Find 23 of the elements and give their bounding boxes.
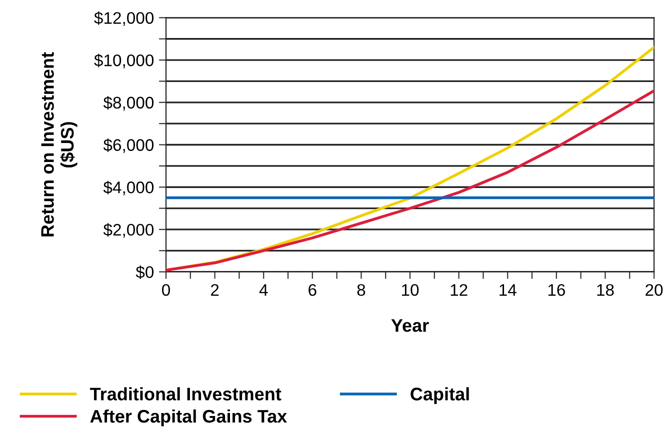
x-tick-label: 4 xyxy=(259,284,268,296)
y-axis-title: Return on Investment ($US) xyxy=(41,52,78,236)
legend-label: Traditional Investment xyxy=(90,387,282,400)
y-tick-label: $0 xyxy=(136,266,154,280)
x-tick-label: 6 xyxy=(308,284,316,296)
x-tick-label: 20 xyxy=(646,284,663,296)
x-tick-label: 18 xyxy=(597,284,614,296)
y-tick-label: $10,000 xyxy=(94,54,154,68)
x-tick-label: 0 xyxy=(162,284,170,296)
y-tick-label: $4,000 xyxy=(103,180,154,196)
y-tick-label: $6,000 xyxy=(103,138,154,153)
legend-label: Capital xyxy=(410,387,469,404)
x-tick-label: 14 xyxy=(500,284,516,296)
x-tick-label: 16 xyxy=(548,284,565,296)
legend-label: After Capital Gains Tax xyxy=(90,409,288,426)
y-tick-label: $8,000 xyxy=(103,96,154,111)
x-tick-label: 8 xyxy=(357,284,366,296)
x-tick-label: 12 xyxy=(450,284,468,296)
x-tick-label: 10 xyxy=(402,284,419,296)
y-tick-label: $12,000 xyxy=(94,11,154,26)
x-axis-title: Year xyxy=(391,319,429,332)
y-tick-label: $2,000 xyxy=(103,223,154,238)
x-tick-label: 2 xyxy=(211,284,219,296)
